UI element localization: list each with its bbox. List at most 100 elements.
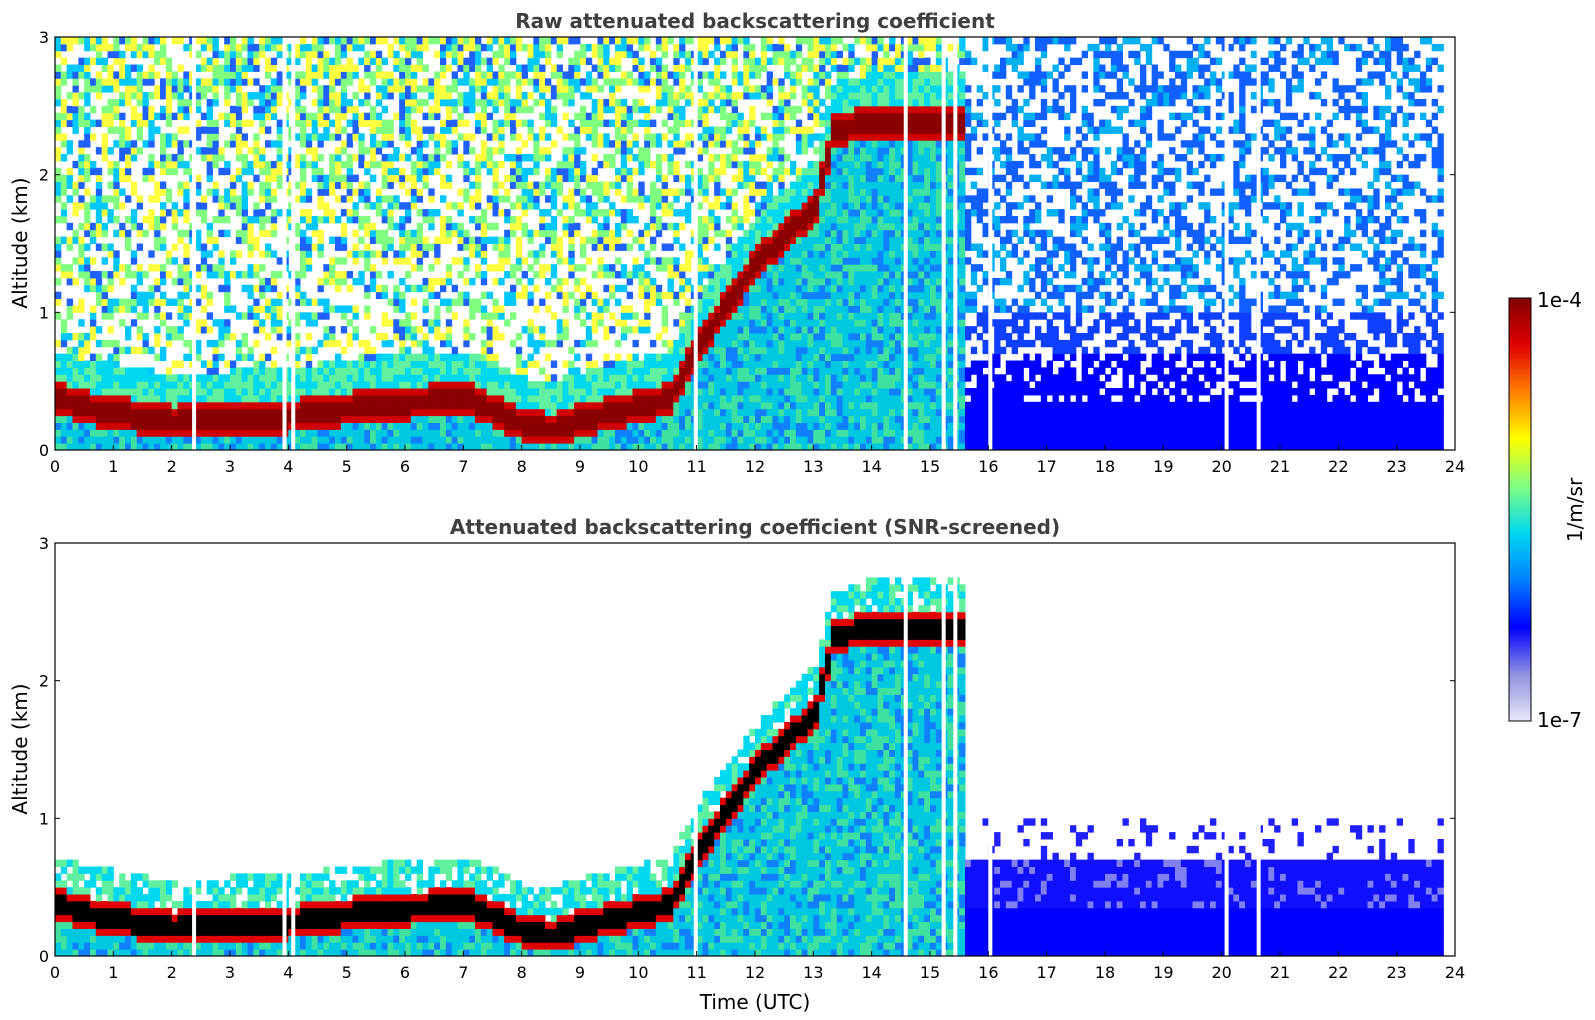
heatmap-cell bbox=[562, 394, 569, 403]
heatmap-cell bbox=[329, 57, 336, 66]
heatmap-cell bbox=[206, 443, 213, 450]
heatmap-cell bbox=[165, 57, 173, 66]
heatmap-cell bbox=[358, 37, 365, 38]
heatmap-cell bbox=[504, 229, 511, 238]
heatmap-cell bbox=[445, 85, 453, 93]
heatmap-cell bbox=[393, 64, 400, 72]
heatmap-cell bbox=[498, 264, 505, 272]
heatmap-cell bbox=[183, 140, 190, 148]
heatmap-cell bbox=[626, 71, 633, 79]
heatmap-cell bbox=[667, 167, 674, 176]
heatmap-cell bbox=[457, 202, 464, 210]
heatmap-cell bbox=[241, 202, 248, 210]
heatmap-cell bbox=[84, 271, 91, 279]
heatmap-cell bbox=[615, 284, 622, 293]
heatmap-cell bbox=[340, 388, 348, 396]
heatmap-cell bbox=[405, 284, 412, 293]
heatmap-cell bbox=[259, 360, 266, 368]
heatmap-cell bbox=[731, 119, 738, 127]
heatmap-cell bbox=[725, 436, 733, 444]
heatmap-cell bbox=[387, 360, 394, 368]
heatmap-cell bbox=[259, 443, 266, 450]
heatmap-cell bbox=[556, 394, 563, 403]
heatmap-cell bbox=[486, 264, 493, 272]
heatmap-cell bbox=[335, 57, 342, 66]
heatmap-cell bbox=[638, 202, 645, 210]
heatmap-cell bbox=[702, 92, 709, 100]
heatmap-cell bbox=[294, 298, 301, 306]
heatmap-cell bbox=[183, 112, 190, 121]
heatmap-cell bbox=[60, 202, 68, 210]
heatmap-cell bbox=[632, 188, 639, 196]
heatmap-cell bbox=[445, 64, 453, 72]
heatmap-cell bbox=[545, 222, 552, 231]
heatmap-cell bbox=[422, 374, 429, 382]
heatmap-cell bbox=[510, 312, 517, 320]
heatmap-cell bbox=[650, 429, 657, 437]
heatmap-cell bbox=[160, 43, 167, 52]
heatmap-cell bbox=[603, 243, 610, 251]
heatmap-cell bbox=[720, 229, 727, 238]
heatmap-cell bbox=[527, 422, 534, 430]
heatmap-cell bbox=[632, 353, 639, 362]
heatmap-cell bbox=[317, 339, 324, 348]
heatmap-cell bbox=[568, 415, 575, 423]
heatmap-cell bbox=[352, 37, 359, 45]
heatmap-cell bbox=[498, 92, 505, 100]
heatmap-cell bbox=[165, 394, 173, 403]
heatmap-cell bbox=[165, 401, 173, 410]
heatmap-cell bbox=[632, 360, 639, 368]
heatmap-cell bbox=[375, 332, 383, 341]
heatmap-cell bbox=[311, 85, 318, 93]
heatmap-cell bbox=[521, 381, 528, 389]
heatmap-cell bbox=[335, 147, 342, 155]
heatmap-cell bbox=[55, 264, 62, 272]
heatmap-cell bbox=[644, 422, 651, 430]
heatmap-cell bbox=[224, 37, 231, 45]
heatmap-cell bbox=[107, 112, 114, 121]
heatmap-cell bbox=[66, 381, 73, 389]
heatmap-cell bbox=[405, 37, 412, 38]
heatmap-cell bbox=[591, 394, 598, 403]
heatmap-cell bbox=[113, 394, 120, 403]
heatmap-cell bbox=[375, 401, 383, 410]
heatmap-cell bbox=[650, 291, 657, 300]
heatmap-cell bbox=[230, 64, 237, 72]
heatmap-cell bbox=[492, 360, 499, 368]
heatmap-cell bbox=[504, 236, 511, 244]
heatmap-cell bbox=[78, 154, 85, 162]
heatmap-cell bbox=[585, 284, 593, 293]
heatmap-cell bbox=[253, 319, 260, 327]
heatmap-cell bbox=[300, 181, 307, 189]
heatmap-cell bbox=[696, 429, 703, 437]
heatmap-cell bbox=[405, 174, 412, 183]
heatmap-cell bbox=[486, 415, 493, 423]
heatmap-cell bbox=[276, 154, 283, 162]
heatmap-cell bbox=[224, 195, 231, 203]
heatmap-cell bbox=[568, 119, 575, 127]
heatmap-cell bbox=[160, 188, 167, 196]
heatmap-cell bbox=[626, 401, 633, 410]
heatmap-cell bbox=[440, 394, 447, 403]
heatmap-cell bbox=[84, 346, 91, 355]
heatmap-cell bbox=[533, 401, 540, 410]
heatmap-cell bbox=[387, 126, 394, 134]
heatmap-cell bbox=[136, 64, 143, 72]
heatmap-cell bbox=[661, 195, 668, 203]
heatmap-cell bbox=[154, 443, 161, 450]
heatmap-cell bbox=[696, 167, 703, 176]
heatmap-cell bbox=[685, 436, 692, 444]
heatmap-cell bbox=[235, 209, 243, 217]
heatmap-cell bbox=[317, 429, 324, 437]
heatmap-cell bbox=[323, 305, 330, 313]
heatmap-cell bbox=[521, 188, 528, 196]
heatmap-cell bbox=[200, 319, 208, 327]
heatmap-cell bbox=[562, 98, 569, 107]
heatmap-cell bbox=[387, 92, 394, 100]
heatmap-cell bbox=[632, 415, 639, 423]
heatmap-cell bbox=[276, 271, 283, 279]
heatmap-cell bbox=[253, 133, 260, 141]
heatmap-cell bbox=[679, 319, 686, 327]
heatmap-cell bbox=[95, 381, 103, 389]
heatmap-cell bbox=[200, 243, 208, 251]
